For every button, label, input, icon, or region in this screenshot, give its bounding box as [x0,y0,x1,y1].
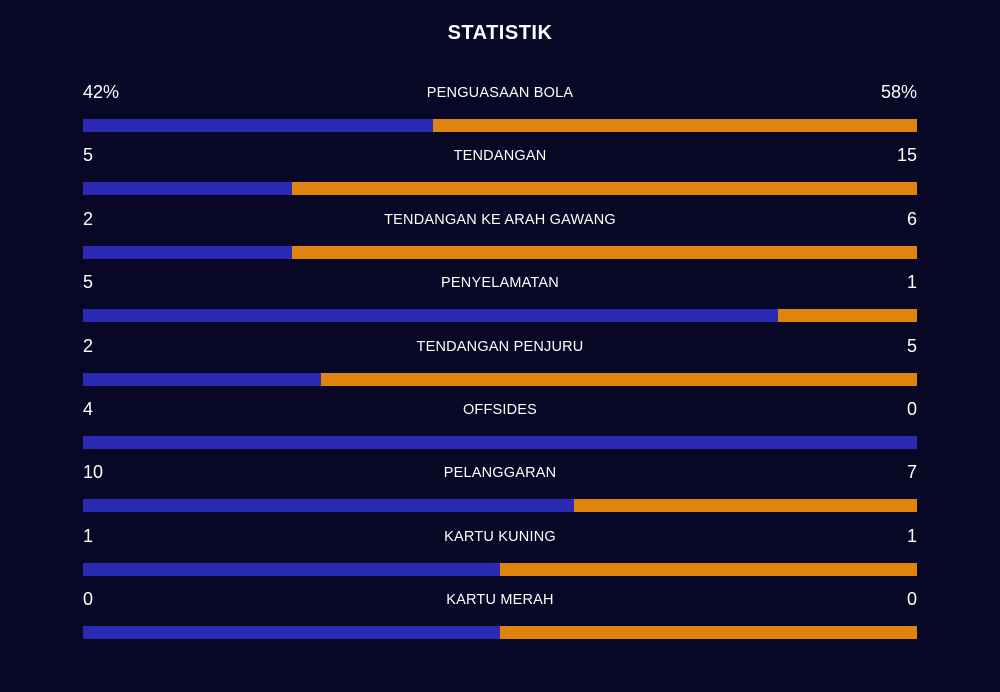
stat-label: PELANGGARAN [443,465,557,482]
home-value: 1 [83,525,94,546]
stat-bar [83,119,917,132]
away-bar-segment [777,309,917,323]
stat-label: TENDANGAN PENJURU [416,338,584,355]
away-bar-segment [500,626,917,640]
home-value: 2 [83,208,94,229]
away-value: 58% [880,82,917,102]
stat-row-offsides: 4 OFFSIDES 0 [83,398,917,461]
home-value: 2 [83,335,94,356]
home-bar-segment [83,245,292,259]
away-value: 0 [906,398,917,419]
home-bar-segment [83,119,434,132]
away-bar-segment [321,372,917,386]
home-bar-segment [83,626,500,640]
away-value: 7 [906,462,917,483]
stat-bar [83,309,917,323]
stat-row-corners: 2 TENDANGAN PENJURU 5 [83,335,917,398]
stat-label: KARTU MERAH [446,592,554,609]
stat-row-saves: 5 PENYELAMATAN 1 [83,271,917,334]
away-value: 1 [906,272,917,293]
stat-label: TENDANGAN [453,148,547,165]
stat-row-yellow-cards: 1 KARTU KUNING 1 [83,525,917,588]
away-value: 0 [906,589,917,610]
stat-label: OFFSIDES [462,401,538,418]
stat-row-shots: 5 TENDANGAN 15 [83,144,917,207]
stat-bar [83,435,917,449]
away-bar-segment [291,245,917,259]
away-bar-segment [500,562,917,576]
stat-bar [83,182,917,196]
home-value: 42% [83,82,120,102]
stat-row-possession: 42% PENGUASAAN BOLA 58% [83,81,917,144]
stats-list: 42% PENGUASAAN BOLA 58% 5 TENDANGAN 15 2… [83,81,917,652]
home-value: 0 [83,589,94,610]
home-bar-segment [83,309,778,323]
away-bar-segment [291,182,917,196]
away-value: 1 [906,525,917,546]
away-bar-segment [573,499,917,513]
stat-label: PENGUASAAN BOLA [426,85,574,101]
stat-row-red-cards: 0 KARTU MERAH 0 [83,588,917,651]
panel-title: STATISTIK [447,22,553,44]
home-bar-segment [83,182,292,196]
home-bar-segment [83,372,322,386]
stat-bar [83,562,917,576]
home-value: 5 [83,145,94,166]
home-bar-segment [83,435,917,449]
away-value: 6 [906,208,917,229]
home-bar-segment [83,562,500,576]
away-value: 5 [906,335,917,356]
home-value: 5 [83,272,94,293]
away-bar-segment [433,119,917,132]
stat-bar [83,245,917,259]
stat-row-shots-on-target: 2 TENDANGAN KE ARAH GAWANG 6 [83,208,917,271]
stat-label: TENDANGAN KE ARAH GAWANG [384,211,616,228]
stat-label: PENYELAMATAN [441,275,559,292]
home-value: 4 [83,398,94,419]
away-value: 15 [896,145,917,166]
stat-label: KARTU KUNING [444,528,556,545]
stat-bar [83,372,917,386]
home-value: 10 [83,462,104,483]
stat-bar [83,499,917,513]
stat-row-fouls: 10 PELANGGARAN 7 [83,461,917,524]
home-bar-segment [83,499,574,513]
stat-bar [83,626,917,640]
